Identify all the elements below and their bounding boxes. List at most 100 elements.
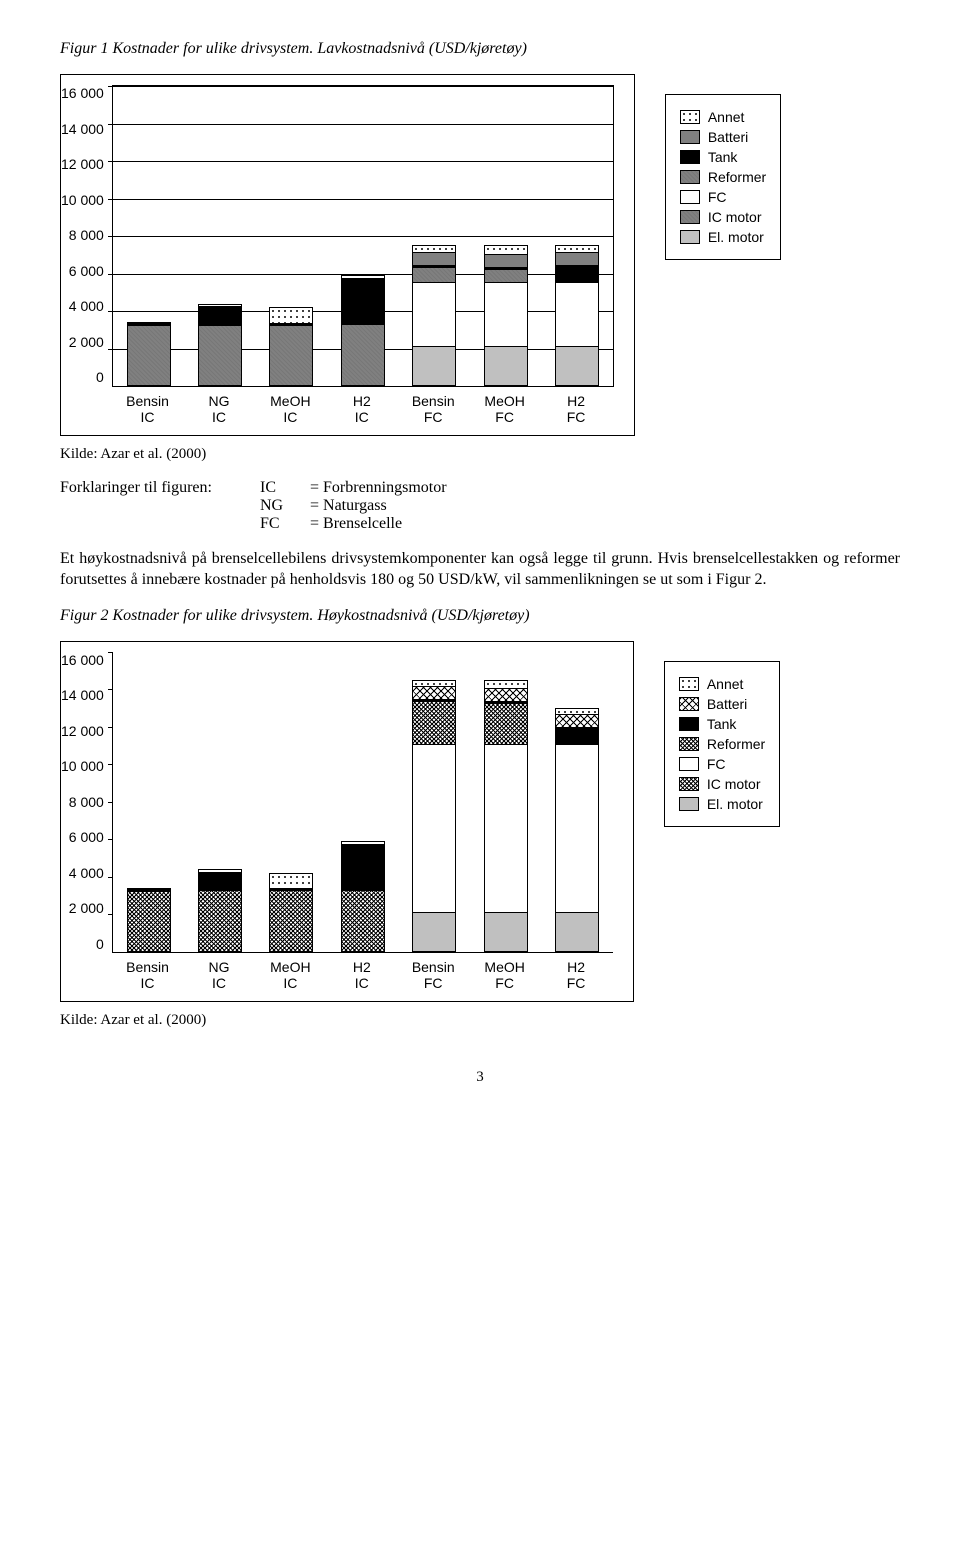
y-tick-label: 14 000	[61, 121, 104, 137]
legend-item-fc: FC	[680, 189, 766, 205]
chart-bar	[555, 245, 599, 386]
legend-item-annet: Annet	[680, 109, 766, 125]
bar-segment-reformer	[413, 267, 455, 282]
chart-bar	[198, 304, 242, 387]
x-tick-label: H2FC	[546, 393, 606, 425]
explanations: Forklaringer til figuren: IC = Forbrenni…	[60, 479, 900, 533]
bar-segment-ic_motor	[342, 890, 384, 951]
legend-swatch	[680, 190, 700, 204]
legend-label: FC	[707, 756, 726, 772]
figure2-title: Figur 2 Kostnader for ulike drivsystem. …	[60, 607, 900, 625]
legend-label: Annet	[708, 109, 745, 125]
x-tick-label: H2IC	[332, 393, 392, 425]
legend-item-ic_motor: IC motor	[679, 776, 765, 792]
bar-segment-batteri	[485, 688, 527, 701]
figure2-y-axis: 16 00014 00012 00010 0008 0006 0004 0002…	[61, 652, 112, 952]
bar-segment-tank	[342, 844, 384, 890]
y-tick-label: 10 000	[61, 192, 104, 208]
bar-segment-batteri	[556, 714, 598, 727]
body-paragraph: Et høykostnadsnivå på brenselcellebilens…	[60, 549, 900, 591]
figure1-plot-area	[112, 85, 614, 387]
y-tick-label: 6 000	[69, 829, 104, 845]
bar-segment-fc	[556, 282, 598, 347]
bar-segment-el_motor	[556, 346, 598, 385]
bar-segment-ic_motor	[128, 891, 170, 951]
figure1-x-labels: BensinICNGICMeOHICH2ICBensinFCMeOHFCH2FC	[112, 387, 612, 435]
bar-segment-tank	[556, 265, 598, 282]
bar-segment-ic_motor	[342, 324, 384, 385]
bar-segment-annet	[485, 246, 527, 253]
y-tick-label: 0	[96, 369, 104, 385]
legend-label: Annet	[707, 676, 744, 692]
legend-label: El. motor	[708, 229, 764, 245]
explanation-key: FC	[260, 515, 310, 533]
chart-bar	[484, 245, 528, 386]
y-tick-label: 16 000	[61, 85, 104, 101]
bar-segment-el_motor	[413, 912, 455, 951]
explanation-value: = Brenselcelle	[310, 515, 402, 533]
chart-bar	[198, 869, 242, 952]
chart-bar	[341, 275, 385, 386]
y-tick-label: 14 000	[61, 687, 104, 703]
legend-swatch	[680, 230, 700, 244]
legend-item-batteri: Batteri	[680, 129, 766, 145]
legend-label: IC motor	[707, 776, 761, 792]
legend-item-el_motor: El. motor	[679, 796, 765, 812]
page-number: 3	[60, 1069, 900, 1086]
chart-bar	[412, 245, 456, 386]
bar-segment-batteri	[413, 686, 455, 699]
x-tick-label: NGIC	[189, 393, 249, 425]
y-tick-label: 12 000	[61, 156, 104, 172]
bar-segment-tank	[556, 727, 598, 744]
x-tick-label: NGIC	[189, 959, 249, 991]
figure2-x-labels: BensinICNGICMeOHICH2ICBensinFCMeOHFCH2FC	[112, 953, 612, 1001]
x-tick-label: MeOHIC	[260, 959, 320, 991]
figure2-legend: AnnetBatteriTankReformerFCIC motorEl. mo…	[664, 661, 780, 827]
bar-segment-el_motor	[556, 912, 598, 951]
bar-segment-ic_motor	[270, 325, 312, 385]
bar-segment-annet	[485, 681, 527, 688]
bar-segment-ic_motor	[199, 890, 241, 950]
bar-segment-batteri	[413, 252, 455, 265]
x-tick-label: MeOHIC	[260, 393, 320, 425]
legend-item-batteri: Batteri	[679, 696, 765, 712]
x-tick-label: BensinIC	[118, 393, 178, 425]
legend-label: Tank	[708, 149, 738, 165]
explanation-key: IC	[260, 479, 310, 497]
y-tick-label: 0	[96, 936, 104, 952]
bar-segment-el_motor	[485, 912, 527, 951]
bar-segment-fc	[485, 744, 527, 912]
y-tick-label: 8 000	[69, 227, 104, 243]
y-tick-label: 4 000	[69, 298, 104, 314]
figure1-frame: 16 00014 00012 00010 0008 0006 0004 0002…	[60, 74, 635, 436]
x-tick-label: H2IC	[332, 959, 392, 991]
y-tick-label: 4 000	[69, 865, 104, 881]
y-tick-label: 6 000	[69, 263, 104, 279]
chart-bar	[127, 888, 171, 952]
y-tick-label: 8 000	[69, 794, 104, 810]
bar-segment-batteri	[485, 254, 527, 267]
bar-segment-ic_motor	[199, 325, 241, 385]
bar-segment-el_motor	[413, 346, 455, 385]
figure2-frame: 16 00014 00012 00010 0008 0006 0004 0002…	[60, 641, 634, 1002]
explanation-value: = Forbrenningsmotor	[310, 479, 447, 497]
chart-bar	[484, 680, 528, 952]
chart-bar	[341, 841, 385, 952]
bar-segment-annet	[270, 874, 312, 889]
figure1-source: Kilde: Azar et al. (2000)	[60, 446, 900, 463]
legend-swatch	[679, 777, 699, 791]
legend-swatch	[679, 797, 699, 811]
legend-label: Reformer	[708, 169, 766, 185]
x-tick-label: BensinFC	[403, 959, 463, 991]
bar-segment-tank	[199, 872, 241, 890]
legend-item-fc: FC	[679, 756, 765, 772]
legend-item-reformer: Reformer	[680, 169, 766, 185]
legend-swatch	[680, 110, 700, 124]
legend-item-reformer: Reformer	[679, 736, 765, 752]
explanation-key: NG	[260, 497, 310, 515]
legend-label: El. motor	[707, 796, 763, 812]
bar-segment-reformer	[413, 701, 455, 744]
x-tick-label: BensinFC	[403, 393, 463, 425]
legend-swatch	[679, 737, 699, 751]
bar-segment-fc	[413, 282, 455, 347]
